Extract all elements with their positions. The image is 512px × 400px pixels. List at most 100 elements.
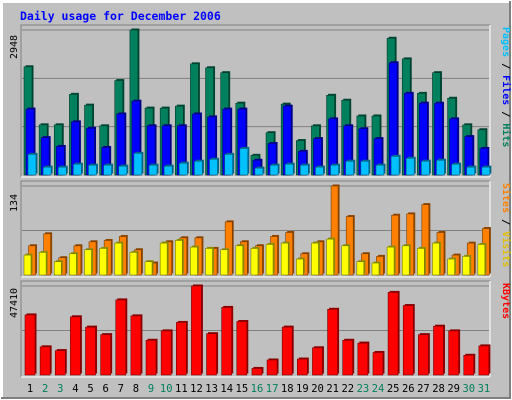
bar-pages [345, 160, 355, 176]
bar-sites [341, 245, 350, 276]
bar-sites [371, 262, 380, 276]
bar-pages [390, 156, 400, 176]
bar-sites [462, 256, 471, 276]
bar-pages [57, 166, 67, 176]
bar-kbytes [145, 339, 157, 376]
bar-kbytes [175, 322, 187, 376]
bar-pages [254, 167, 264, 176]
bar-kbytes [463, 354, 475, 376]
legend-entry: Pages [500, 27, 511, 57]
bar-sites [69, 253, 77, 276]
bar-pages [405, 157, 415, 176]
bar-sites [159, 242, 168, 276]
bar-pages [118, 165, 128, 176]
panel-kbytes: 47410 KBytes [9, 280, 511, 378]
legend-entry: Files [500, 75, 512, 105]
bar-sites [190, 246, 198, 276]
x-tick-label: 20 [311, 383, 324, 395]
bar-sites [129, 252, 138, 276]
bar-pages [436, 159, 445, 176]
bar-kbytes [54, 350, 66, 376]
bar-kbytes [221, 307, 232, 376]
legend-entry: Sites [500, 183, 512, 213]
x-tick-label: 5 [87, 383, 93, 395]
x-tick-label: 11 [175, 383, 188, 395]
panel-visits-sites: 134 Sites / Visits [9, 180, 512, 278]
bar-kbytes [387, 292, 399, 376]
y-max-label: 2948 [9, 35, 20, 59]
bar-kbytes [24, 314, 36, 376]
x-tick-label: 1 [27, 383, 33, 395]
bar-pages [42, 166, 52, 176]
bar-kbytes [39, 346, 51, 376]
bar-sites [205, 248, 213, 276]
bar-sites [144, 261, 153, 276]
bar-sites [356, 261, 365, 276]
x-tick-label: 4 [72, 383, 78, 395]
legend-entry: Hits [500, 123, 512, 147]
bar-pages [133, 153, 143, 176]
bar-kbytes [297, 358, 308, 376]
x-axis-labels: 1 2 3 4 5 6 7 8 9 10 11 12 13 14 15 16 17 18 19 20 21 22 23 24 2… [27, 383, 490, 395]
x-tick-label: 7 [118, 383, 124, 395]
y-max-label: 134 [9, 194, 20, 212]
bar-kbytes [433, 325, 444, 376]
bar-kbytes [327, 308, 338, 376]
legend-entry: Visits [500, 231, 512, 267]
y-max-label: 47410 [9, 288, 20, 318]
bar-sites [296, 258, 304, 276]
bar-pages [330, 164, 339, 176]
bar-sites [477, 244, 486, 276]
bar-sites [99, 248, 107, 276]
bar-pages [73, 163, 82, 176]
bar-pages [88, 164, 97, 176]
series-legend: Pages / Files / Hits [500, 27, 512, 147]
bar-pages [269, 164, 279, 176]
bar-kbytes [448, 330, 459, 376]
x-tick-label: 8 [133, 383, 139, 395]
bar-kbytes [130, 315, 142, 376]
series-legend: KBytes [500, 283, 511, 319]
bar-kbytes [206, 333, 217, 376]
x-tick-label: 19 [296, 383, 309, 395]
x-tick-label: 31 [478, 383, 491, 395]
x-tick-label: 22 [341, 383, 354, 395]
bar-kbytes [402, 305, 414, 376]
bar-pages [103, 164, 112, 176]
bar-pages [209, 158, 218, 176]
bar-kbytes [85, 326, 96, 376]
bar-kbytes [342, 339, 354, 376]
bar-sites [417, 248, 425, 276]
bar-sites [447, 258, 455, 276]
bar-pages [451, 163, 460, 176]
x-tick-label: 10 [160, 383, 173, 395]
bar-sites [23, 254, 32, 276]
x-tick-label: 16 [251, 383, 264, 395]
bar-kbytes [281, 326, 293, 376]
bar-sites [84, 249, 92, 276]
x-tick-label: 13 [205, 383, 218, 395]
bar-sites [220, 249, 228, 276]
legend-entry: / [500, 213, 511, 231]
bar-pages [148, 164, 158, 176]
legend-entry: / [500, 105, 511, 123]
bar-sites [265, 244, 274, 276]
bar-sites [38, 252, 47, 276]
x-tick-label: 27 [417, 383, 430, 395]
x-tick-label: 6 [103, 383, 109, 395]
bar-kbytes [115, 299, 127, 376]
bar-pages [375, 164, 385, 176]
bar-pages [194, 160, 203, 176]
bar-sites [250, 248, 259, 276]
bar-pages [360, 160, 370, 176]
bar-pages [284, 163, 294, 176]
bar-pages [481, 166, 491, 176]
bar-pages [178, 162, 188, 176]
bar-kbytes [312, 347, 323, 376]
bar-sites [53, 261, 62, 276]
series-legend: Sites / Visits [500, 183, 512, 267]
bar-sites [174, 240, 183, 276]
bar-pages [466, 166, 476, 176]
bar-kbytes [70, 316, 81, 376]
x-tick-label: 12 [190, 383, 203, 395]
